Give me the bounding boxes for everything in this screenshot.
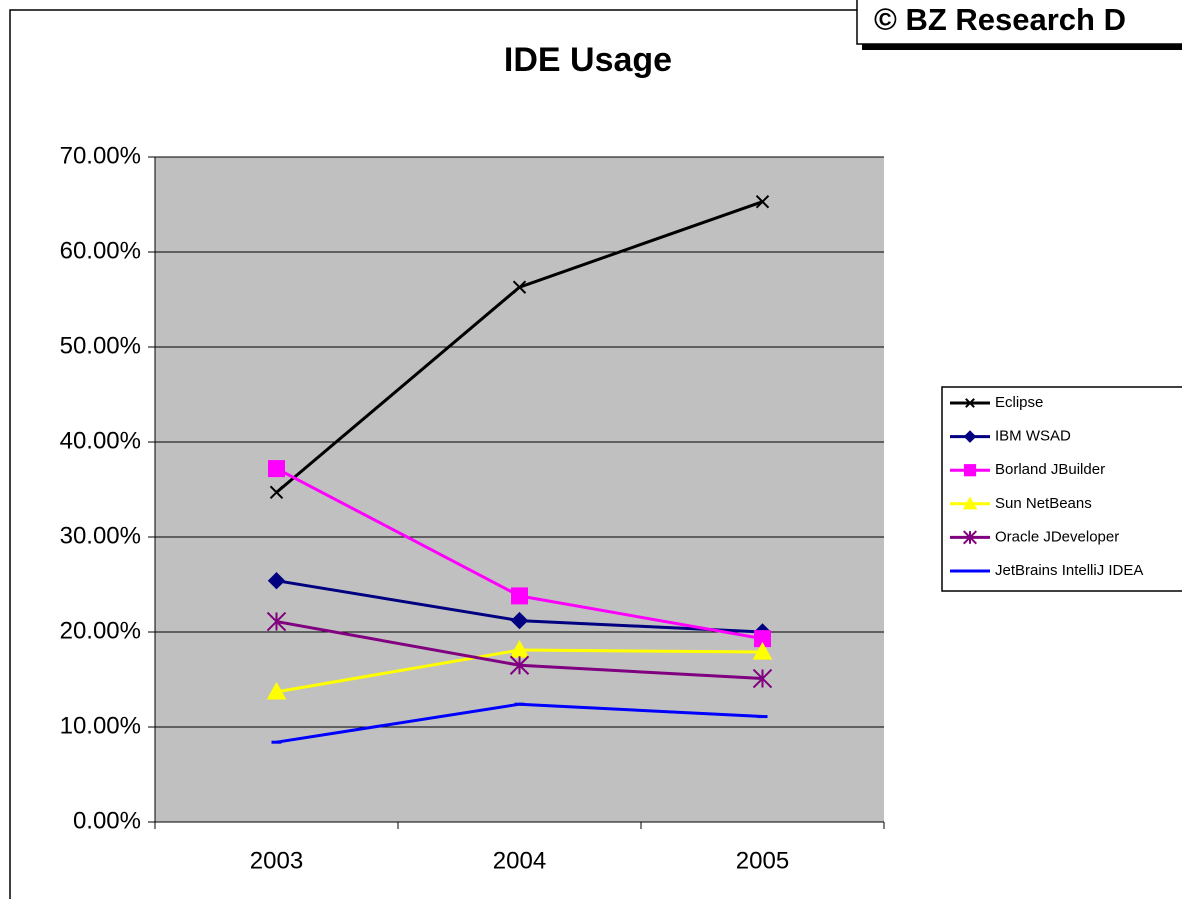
marker-part — [965, 398, 975, 408]
marker — [962, 496, 978, 510]
x-tick-label: 2003 — [250, 847, 303, 874]
y-tick-label: 10.00% — [60, 712, 141, 739]
legend-label: IBM WSAD — [995, 428, 1071, 445]
marker-part — [511, 587, 528, 605]
y-tick-label: 20.00% — [60, 617, 141, 644]
x-tick-label: 2004 — [493, 847, 546, 874]
marker-part — [269, 485, 284, 500]
legend-label: Eclipse — [995, 394, 1043, 411]
marker — [965, 398, 975, 408]
marker — [266, 611, 287, 632]
chart-title: IDE Usage — [504, 41, 672, 79]
marker — [509, 655, 530, 675]
legend-label: Sun NetBeans — [995, 495, 1092, 512]
marker-part — [266, 611, 287, 632]
y-tick-label: 40.00% — [60, 427, 141, 454]
marker — [267, 571, 286, 590]
annotation: © BZ Research D — [874, 2, 1126, 37]
legend-label: Borland JBuilder — [995, 461, 1105, 478]
marker-part — [268, 460, 285, 478]
marker — [512, 280, 527, 294]
marker-part — [962, 530, 978, 545]
marker-part — [512, 280, 527, 294]
y-tick-label: 70.00% — [60, 142, 141, 169]
plot-area — [155, 157, 884, 822]
legend-label: JetBrains IntelliJ IDEA — [995, 562, 1143, 579]
marker — [752, 668, 773, 689]
marker-part — [963, 464, 977, 477]
legend — [941, 386, 1182, 592]
marker-part — [963, 430, 977, 443]
y-tick-label: 30.00% — [60, 522, 141, 549]
marker — [755, 194, 770, 209]
marker — [268, 460, 285, 478]
marker-part — [266, 681, 287, 700]
marker — [510, 611, 529, 630]
marker — [266, 681, 287, 700]
y-tick-label: 0.00% — [73, 807, 141, 834]
marker-part — [509, 655, 530, 675]
annotation-box — [856, 0, 1182, 45]
marker — [963, 430, 977, 443]
legend-label: Oracle JDeveloper — [995, 528, 1119, 545]
marker-part — [752, 668, 773, 689]
marker — [962, 530, 978, 545]
marker-part — [752, 641, 773, 660]
y-tick-label: 50.00% — [60, 332, 141, 359]
marker-part — [962, 496, 978, 510]
marker — [511, 587, 528, 605]
y-tick-label: 60.00% — [60, 237, 141, 264]
marker — [269, 485, 284, 500]
marker — [963, 464, 977, 477]
marker-part — [510, 611, 529, 630]
marker-part — [755, 194, 770, 209]
marker-part — [267, 571, 286, 590]
x-tick-label: 2005 — [736, 847, 789, 874]
marker — [752, 641, 773, 660]
